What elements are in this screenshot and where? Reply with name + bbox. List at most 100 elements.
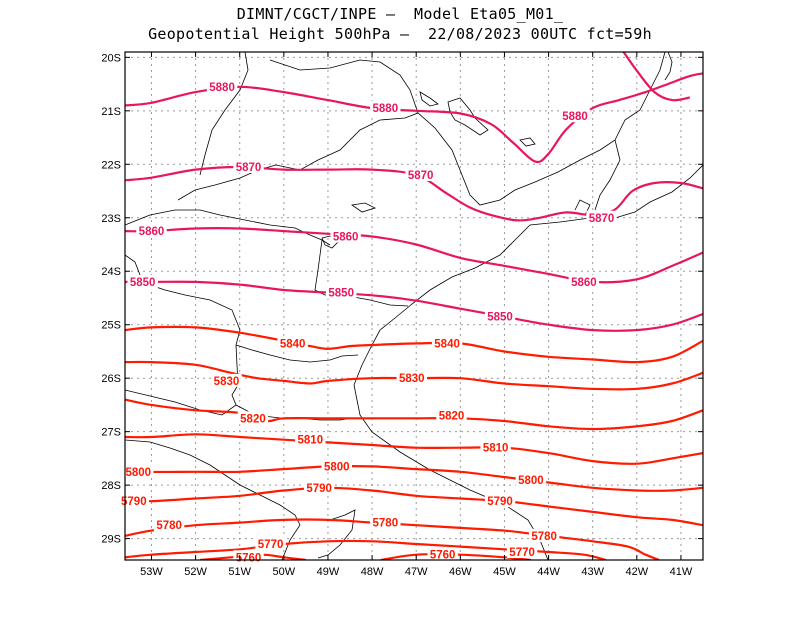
lat-tick-label: 22S <box>101 159 121 171</box>
contour-label: 5830 <box>399 373 425 385</box>
contour-label-bg <box>506 544 538 558</box>
lon-tick-label: 47W <box>405 566 428 578</box>
coast-north <box>664 52 673 81</box>
contour-line-5860 <box>125 227 703 284</box>
contour-label-bg <box>370 515 401 529</box>
state-border-sp-mg <box>177 52 666 206</box>
lat-tick-label: 25S <box>101 320 121 332</box>
lon-tick-label: 48W <box>361 566 384 578</box>
coastline-and-borders <box>125 52 703 560</box>
contour-label: 5790 <box>121 496 147 508</box>
lat-tick-label: 29S <box>101 534 121 546</box>
border-paraguay <box>125 254 241 346</box>
contour-line-5840 <box>125 325 703 364</box>
contour-label: 5800 <box>324 461 350 473</box>
reservoir-3 <box>419 91 439 107</box>
contour-label-bg <box>586 210 617 224</box>
contour-label-bg <box>528 528 560 542</box>
contour-label: 5870 <box>589 213 615 225</box>
contour-label: 5840 <box>280 338 306 350</box>
contour-label: 5820 <box>439 411 465 423</box>
contour-label: 5780 <box>373 518 399 530</box>
lat-tick-label: 27S <box>101 427 121 439</box>
contour-label-bg <box>118 494 150 508</box>
state-border-ms-pr <box>125 209 331 246</box>
contour-label: 5840 <box>434 338 460 350</box>
contour-label: 5850 <box>487 312 513 324</box>
contour-label-bg <box>303 480 335 494</box>
state-border-mg-es <box>594 139 621 211</box>
lon-tick-label: 52W <box>184 566 207 578</box>
contour-line-5770 <box>125 539 607 560</box>
lat-lon-grid <box>125 52 703 560</box>
contour-label-bg <box>255 536 286 550</box>
state-border-pr-sc <box>235 344 359 363</box>
reservoir-1 <box>321 235 339 249</box>
contour-label-bg <box>233 159 264 173</box>
contour-label: 5850 <box>328 288 354 300</box>
contour-label-bg <box>153 518 185 532</box>
lat-tick-label: 26S <box>101 373 121 385</box>
contour-label: 5760 <box>236 552 262 564</box>
contour-label: 5790 <box>487 496 513 508</box>
border-uruguay <box>281 524 301 560</box>
border-argentina-rs <box>125 439 301 526</box>
contour-label: 5860 <box>139 226 165 238</box>
contour-label: 5850 <box>130 277 156 289</box>
contour-label: 5780 <box>531 531 557 543</box>
lat-tick-label: 20S <box>101 52 121 64</box>
contour-label-bg <box>559 109 591 123</box>
lon-tick-label: 43W <box>581 566 604 578</box>
contour-label: 5860 <box>333 231 359 243</box>
contour-label: 5870 <box>408 170 434 182</box>
lon-tick-label: 46W <box>449 566 472 578</box>
lon-tick-label: 44W <box>537 566 560 578</box>
contour-label-bg <box>127 274 158 288</box>
contour-label-bg <box>568 274 600 288</box>
contour-line-5850 <box>125 280 703 332</box>
contour-label-bg <box>295 432 326 446</box>
contour-line-5780 <box>125 518 660 560</box>
contour-label: 5800 <box>518 475 544 487</box>
contour-label: 5830 <box>214 376 240 388</box>
contour-labels: 5880 5880 5880 5870 5870 5870 5860 5860 5860 5850… <box>118 79 617 564</box>
contour-label-bg <box>431 336 463 350</box>
contour-line-5790 <box>125 486 703 527</box>
map-title-line-2: Geopotential Height 500hPa – 22/08/2023 … <box>148 25 652 43</box>
contour-label: 5880 <box>562 111 588 123</box>
contour-label: 5870 <box>236 162 262 174</box>
lon-tick-label: 50W <box>273 566 296 578</box>
height-contours <box>125 52 703 560</box>
baia-guanabara <box>574 199 591 216</box>
contour-label-bg <box>136 224 167 238</box>
contour-label-bg <box>321 459 352 473</box>
lat-tick-label: 23S <box>101 213 121 225</box>
contour-label-bg <box>330 229 361 243</box>
brazil-coastline <box>353 164 703 560</box>
lat-tick-label: 24S <box>101 266 121 278</box>
reservoir-4 <box>519 137 536 147</box>
contour-label: 5880 <box>373 103 399 115</box>
contour-label-bg <box>370 101 401 115</box>
contour-label-bg <box>405 167 436 181</box>
contour-line-5800 <box>125 465 703 492</box>
mantiqueira-lake <box>447 97 489 136</box>
contour-label: 5880 <box>209 82 235 94</box>
contour-label: 5810 <box>483 443 509 455</box>
lon-tick-label: 51W <box>228 566 251 578</box>
contour-label: 5800 <box>125 467 151 479</box>
lon-tick-label: 41W <box>670 566 693 578</box>
lon-tick-label: 42W <box>626 566 649 578</box>
contour-label-bg <box>277 336 308 350</box>
contour-line-5760 <box>380 553 531 560</box>
lon-tick-label: 49W <box>317 566 340 578</box>
lagoa-dos-patos <box>317 509 356 559</box>
lon-tick-label: 45W <box>493 566 516 578</box>
map-title-line-1: DIMNT/CGCT/INPE – Model Eta05_M01_ <box>236 5 564 23</box>
contour-label-bg <box>515 472 547 486</box>
contour-label: 5810 <box>298 435 324 447</box>
axis-tick-labels: 53W 52W 51W 50W 49W 48W 47W 46W 45W 44W 43W 42W 41W 2… <box>101 52 703 578</box>
contour-label: 5770 <box>509 547 535 559</box>
contour-line-5830 <box>125 360 703 391</box>
